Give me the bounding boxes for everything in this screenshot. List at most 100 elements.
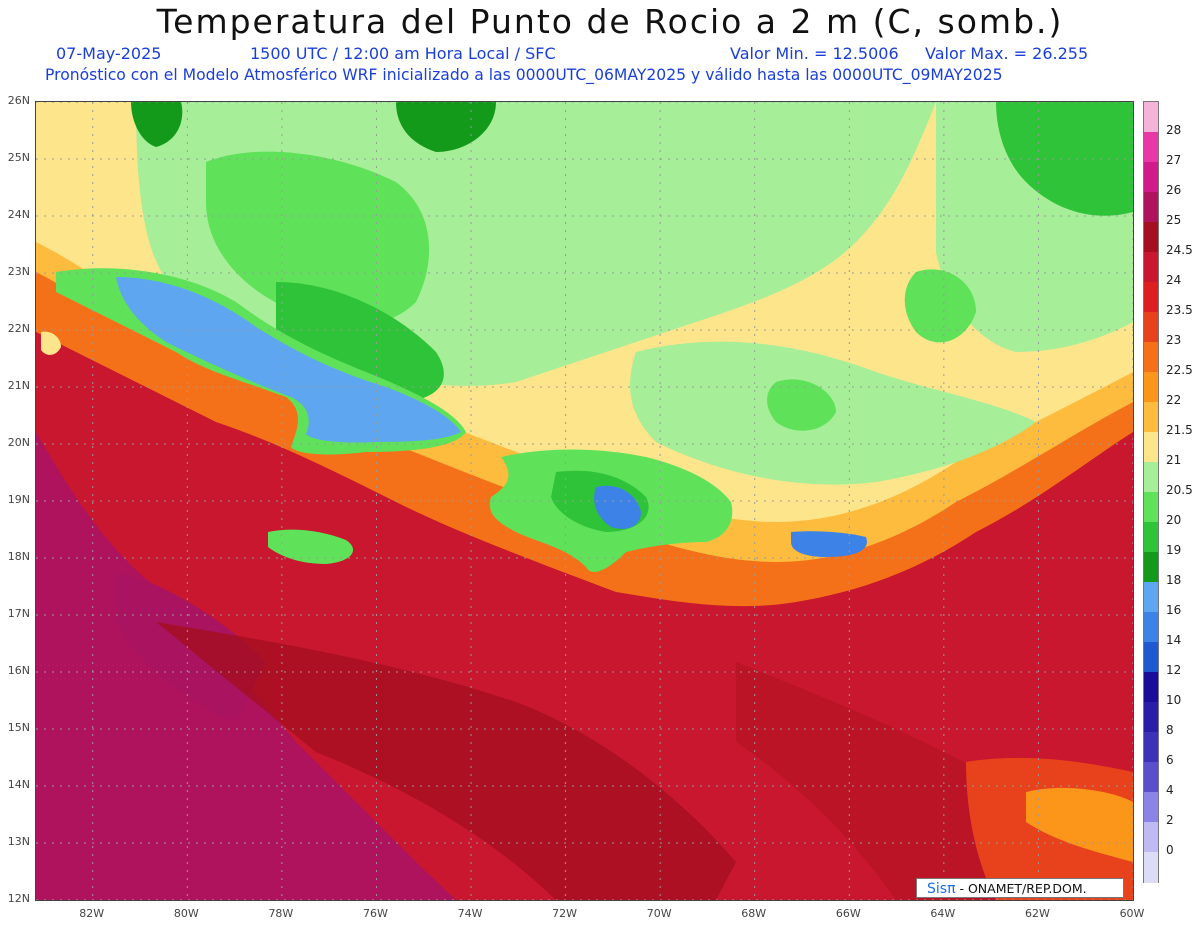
colorbar-cell xyxy=(1144,792,1158,823)
lat-label: 12N xyxy=(7,892,30,905)
colorbar-label: 2 xyxy=(1166,813,1174,827)
colorbar-cell xyxy=(1144,612,1158,643)
colorbar-label: 8 xyxy=(1166,723,1174,737)
lon-label: 74W xyxy=(457,907,483,920)
colorbar-label: 24.5 xyxy=(1166,243,1193,257)
lon-label: 70W xyxy=(646,907,672,920)
colorbar-label: 6 xyxy=(1166,753,1174,767)
colorbar-cell xyxy=(1144,702,1158,733)
dark-red-band xyxy=(156,622,736,900)
lat-label: 19N xyxy=(7,493,30,506)
colorbar-cell xyxy=(1144,732,1158,763)
colorbar-label: 16 xyxy=(1166,603,1182,617)
lat-label: 26N xyxy=(7,94,30,107)
green-east-patch xyxy=(904,269,976,343)
min-value: Valor Min. = 12.5006 xyxy=(730,44,899,63)
lat-label: 15N xyxy=(7,721,30,734)
colorbar-label: 20 xyxy=(1166,513,1182,527)
colorbar-cell xyxy=(1144,672,1158,703)
lat-label: 22N xyxy=(7,322,30,335)
colorbar-label: 24 xyxy=(1166,273,1182,287)
colorbar-cell xyxy=(1144,462,1158,493)
lon-label: 72W xyxy=(552,907,578,920)
lon-label: 80W xyxy=(173,907,199,920)
lat-label: 14N xyxy=(7,778,30,791)
lat-label: 20N xyxy=(7,436,30,449)
colorbar-label: 21 xyxy=(1166,453,1182,467)
colorbar-cell xyxy=(1144,582,1158,613)
puerto-rico xyxy=(791,531,867,557)
colorbar-cell xyxy=(1144,402,1158,433)
colorbar-cell xyxy=(1144,102,1158,133)
lon-label: 60W xyxy=(1119,907,1145,920)
magenta-zone xyxy=(36,432,456,900)
colorbar-label: 19 xyxy=(1166,543,1182,557)
colorbar-cell xyxy=(1144,342,1158,373)
lat-label: 21N xyxy=(7,379,30,392)
lon-label: 68W xyxy=(741,907,767,920)
model-info: Pronóstico con el Modelo Atmosférico WRF… xyxy=(45,66,1003,84)
lon-label: 66W xyxy=(835,907,861,920)
colorbar-label: 12 xyxy=(1166,663,1182,677)
lon-label: 82W xyxy=(79,907,105,920)
colorbar-cell xyxy=(1144,552,1158,583)
jamaica xyxy=(268,529,354,564)
colorbar-label: 14 xyxy=(1166,633,1182,647)
lat-label: 25N xyxy=(7,151,30,164)
isla-juventud xyxy=(41,331,61,355)
colorbar-cell xyxy=(1144,762,1158,793)
colorbar-cell xyxy=(1144,162,1158,193)
forecast-date: 07-May-2025 xyxy=(56,44,162,63)
map-area xyxy=(35,101,1134,901)
forecast-time: 1500 UTC / 12:00 am Hora Local / SFC xyxy=(250,44,556,63)
colorbar-cell xyxy=(1144,252,1158,283)
colorbar-cell xyxy=(1144,432,1158,463)
colorbar-label: 26 xyxy=(1166,183,1182,197)
lon-label: 76W xyxy=(363,907,388,920)
lat-label: 18N xyxy=(7,550,30,563)
lon-label: 62W xyxy=(1024,907,1050,920)
lat-label: 24N xyxy=(7,208,30,221)
colorbar-label: 21.5 xyxy=(1166,423,1193,437)
colorbar-label: 4 xyxy=(1166,783,1174,797)
lon-label: 64W xyxy=(930,907,956,920)
lon-label: 78W xyxy=(268,907,294,920)
green-bahamas xyxy=(206,151,430,326)
colorbar-label: 22.5 xyxy=(1166,363,1193,377)
lat-label: 17N xyxy=(7,607,30,620)
sispi-logo: Sisπ xyxy=(927,881,956,897)
max-value: Valor Max. = 26.255 xyxy=(925,44,1089,63)
lat-label: 23N xyxy=(7,265,30,278)
colorbar-cell xyxy=(1144,492,1158,523)
colorbar-label: 20.5 xyxy=(1166,483,1193,497)
colorbar-cell xyxy=(1144,372,1158,403)
colorbar-label: 22 xyxy=(1166,393,1182,407)
colorbar-cell xyxy=(1144,132,1158,163)
colorbar xyxy=(1143,101,1159,883)
colorbar-cell xyxy=(1144,312,1158,343)
colorbar-cell xyxy=(1144,822,1158,853)
credit-text: - ONAMET/REP.DOM. xyxy=(959,881,1087,896)
green-east-patch-2 xyxy=(767,379,836,431)
colorbar-label: 23.5 xyxy=(1166,303,1193,317)
colorbar-label: 0 xyxy=(1166,843,1174,857)
colorbar-cell xyxy=(1144,642,1158,673)
colorbar-cell xyxy=(1144,852,1158,883)
colorbar-label: 10 xyxy=(1166,693,1182,707)
colorbar-cell xyxy=(1144,282,1158,313)
colorbar-cell xyxy=(1144,522,1158,553)
colorbar-cell xyxy=(1144,222,1158,253)
cuba-blue xyxy=(116,277,461,443)
hispaniola-blue xyxy=(594,485,641,529)
green-florida xyxy=(131,102,183,147)
dewpoint-field xyxy=(36,102,1133,900)
colorbar-label: 28 xyxy=(1166,123,1182,137)
credit-box: Sisπ - ONAMET/REP.DOM. xyxy=(916,878,1124,898)
colorbar-label: 25 xyxy=(1166,213,1182,227)
colorbar-label: 27 xyxy=(1166,153,1182,167)
colorbar-label: 23 xyxy=(1166,333,1182,347)
lat-label: 16N xyxy=(7,664,30,677)
map-title: Temperatura del Punto de Rocio a 2 m (C,… xyxy=(156,2,1064,41)
colorbar-cell xyxy=(1144,192,1158,223)
lat-label: 13N xyxy=(7,835,30,848)
